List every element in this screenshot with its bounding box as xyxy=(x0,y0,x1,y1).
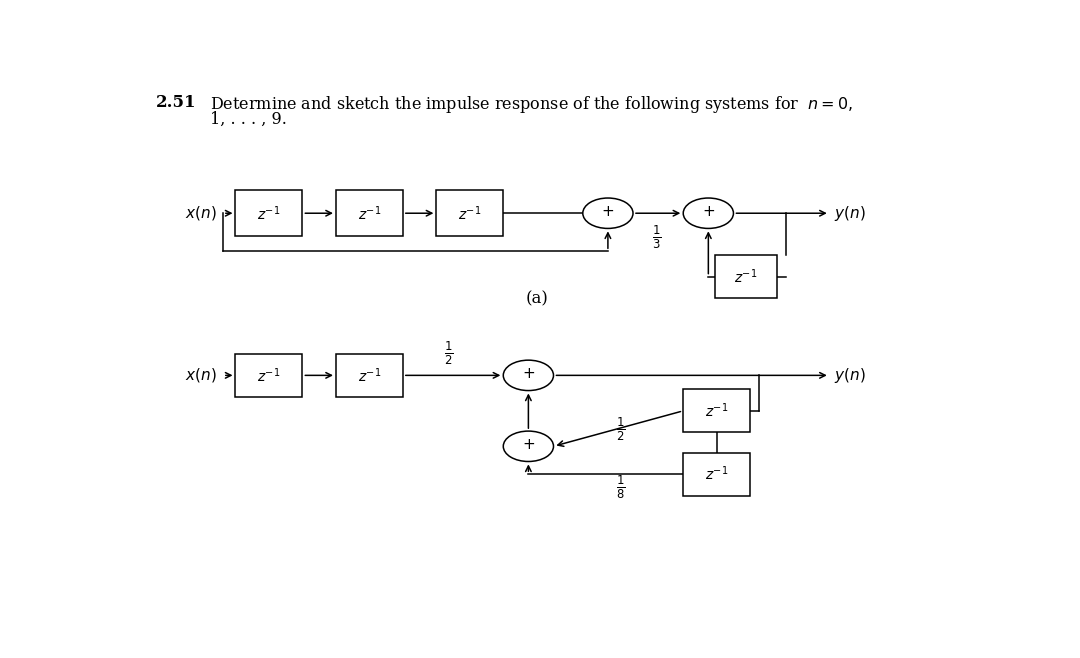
Bar xyxy=(684,453,751,495)
Text: $z^{-1}$: $z^{-1}$ xyxy=(705,401,728,420)
Text: +: + xyxy=(702,204,715,218)
Text: $\frac{1}{2}$: $\frac{1}{2}$ xyxy=(444,340,454,367)
Bar xyxy=(336,354,403,397)
Bar xyxy=(715,255,778,298)
Text: (a): (a) xyxy=(525,291,549,308)
Text: 2.51: 2.51 xyxy=(156,94,197,111)
Text: $\frac{1}{8}$: $\frac{1}{8}$ xyxy=(616,473,625,501)
Circle shape xyxy=(684,198,733,228)
Text: $y(n)$: $y(n)$ xyxy=(834,204,865,222)
Text: $z^{-1}$: $z^{-1}$ xyxy=(357,204,381,222)
Text: 1, . . . , 9.: 1, . . . , 9. xyxy=(211,111,287,128)
Circle shape xyxy=(503,360,554,391)
Text: $z^{-1}$: $z^{-1}$ xyxy=(458,204,482,222)
Text: $y(n)$: $y(n)$ xyxy=(834,366,865,385)
Bar xyxy=(235,190,302,236)
Circle shape xyxy=(583,198,633,228)
Text: $x(n)$: $x(n)$ xyxy=(186,367,217,384)
Text: +: + xyxy=(602,204,615,218)
Text: +: + xyxy=(522,437,535,452)
Text: $z^{-1}$: $z^{-1}$ xyxy=(257,204,281,222)
Circle shape xyxy=(503,431,554,461)
Text: +: + xyxy=(522,366,535,381)
Bar xyxy=(336,190,403,236)
Bar xyxy=(436,190,503,236)
Bar xyxy=(684,390,751,432)
Text: $\frac{1}{2}$: $\frac{1}{2}$ xyxy=(616,416,625,443)
Text: $\frac{1}{3}$: $\frac{1}{3}$ xyxy=(651,223,661,251)
Bar xyxy=(235,354,302,397)
Text: $z^{-1}$: $z^{-1}$ xyxy=(257,366,281,385)
Text: $z^{-1}$: $z^{-1}$ xyxy=(705,465,728,484)
Text: $x(n)$: $x(n)$ xyxy=(186,204,217,222)
Text: $z^{-1}$: $z^{-1}$ xyxy=(357,366,381,385)
Text: Determine and sketch the impulse response of the following systems for  $n = 0,$: Determine and sketch the impulse respons… xyxy=(211,94,853,115)
Text: $z^{-1}$: $z^{-1}$ xyxy=(734,267,758,286)
